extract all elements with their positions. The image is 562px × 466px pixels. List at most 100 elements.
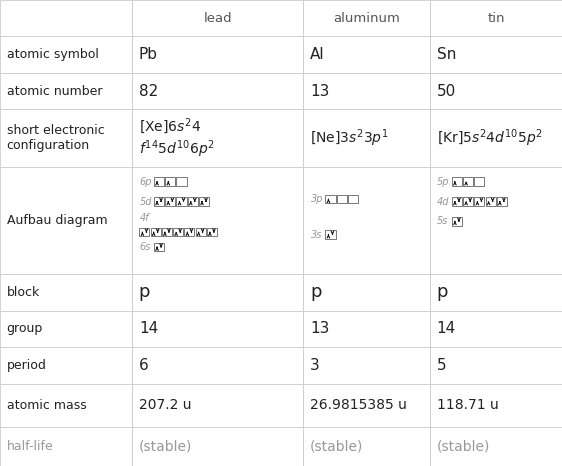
Bar (303, 36, 430, 73)
Text: 82: 82 (139, 83, 158, 98)
Text: 5s: 5s (437, 216, 448, 226)
Text: 118.71 u: 118.71 u (437, 398, 498, 412)
Text: [Xe]6$s^2$4
$f^{14}$5$d^{10}$6$p^2$: [Xe]6$s^2$4 $f^{14}$5$d^{10}$6$p^2$ (139, 116, 215, 160)
Text: short electronic
configuration: short electronic configuration (7, 124, 105, 152)
Bar (452, 217, 462, 226)
Text: lead: lead (203, 12, 232, 25)
Text: 14: 14 (139, 322, 158, 336)
Bar (430, 0, 562, 36)
Bar (303, 73, 430, 109)
Text: [Ne]3$s^2$3$p^1$: [Ne]3$s^2$3$p^1$ (310, 127, 389, 149)
Text: (stable): (stable) (139, 440, 192, 454)
Bar (199, 197, 209, 206)
Bar (303, 167, 430, 274)
Bar (132, 427, 303, 466)
Bar (430, 73, 562, 109)
Bar (430, 274, 562, 311)
Bar (132, 347, 303, 384)
Text: p: p (139, 283, 150, 302)
Bar (0, 73, 132, 109)
Bar (430, 384, 562, 427)
Bar (132, 167, 303, 274)
Bar (132, 0, 303, 36)
Text: 14: 14 (437, 322, 456, 336)
Bar (132, 274, 303, 311)
Text: group: group (7, 322, 43, 336)
Bar (452, 197, 462, 206)
Bar (0, 384, 132, 427)
Bar (176, 197, 187, 206)
Text: Al: Al (310, 47, 325, 62)
Bar (132, 36, 303, 73)
Text: 6s: 6s (139, 242, 151, 252)
Text: tin: tin (487, 12, 505, 25)
Bar (0, 274, 132, 311)
Bar (0, 311, 132, 347)
Bar (303, 384, 430, 427)
Text: 4f: 4f (139, 213, 149, 223)
Bar (0, 0, 132, 36)
Bar (430, 427, 562, 466)
Bar (452, 178, 462, 186)
Text: Pb: Pb (139, 47, 158, 62)
Bar (162, 228, 172, 236)
Bar (139, 228, 149, 236)
Text: Sn: Sn (437, 47, 456, 62)
Text: 207.2 u: 207.2 u (139, 398, 191, 412)
Bar (303, 347, 430, 384)
Text: half-life: half-life (7, 440, 53, 453)
Bar (151, 228, 161, 236)
Bar (474, 178, 484, 186)
Bar (154, 178, 164, 186)
Bar (337, 195, 347, 204)
Bar (303, 274, 430, 311)
Text: block: block (7, 286, 40, 299)
Text: atomic number: atomic number (7, 84, 102, 97)
Bar (173, 228, 183, 236)
Text: p: p (437, 283, 448, 302)
Text: Aufbau diagram: Aufbau diagram (7, 214, 107, 227)
Bar (303, 109, 430, 167)
Bar (132, 109, 303, 167)
Bar (463, 197, 473, 206)
Bar (0, 109, 132, 167)
Text: 13: 13 (310, 322, 329, 336)
Bar (0, 167, 132, 274)
Bar (430, 167, 562, 274)
Bar (463, 178, 473, 186)
Text: (stable): (stable) (437, 440, 490, 454)
Text: 4d: 4d (437, 197, 450, 206)
Text: atomic mass: atomic mass (7, 399, 87, 412)
Text: p: p (310, 283, 321, 302)
Text: aluminum: aluminum (333, 12, 400, 25)
Bar (430, 347, 562, 384)
Bar (430, 109, 562, 167)
Bar (497, 197, 507, 206)
Bar (303, 0, 430, 36)
Text: 13: 13 (310, 83, 329, 98)
Bar (348, 195, 358, 204)
Bar (132, 384, 303, 427)
Text: 5p: 5p (437, 177, 450, 187)
Bar (165, 178, 175, 186)
Bar (154, 243, 164, 251)
Text: 6p: 6p (139, 177, 152, 187)
Text: (stable): (stable) (310, 440, 364, 454)
Bar (0, 347, 132, 384)
Text: atomic symbol: atomic symbol (7, 48, 98, 61)
Bar (0, 36, 132, 73)
Bar (0, 427, 132, 466)
Bar (325, 195, 336, 204)
Text: 5d: 5d (139, 197, 152, 206)
Bar (474, 197, 484, 206)
Bar (430, 311, 562, 347)
Bar (196, 228, 206, 236)
Bar (188, 197, 198, 206)
Text: period: period (7, 359, 47, 372)
Bar (154, 197, 164, 206)
Bar (303, 311, 430, 347)
Text: 3s: 3s (311, 230, 322, 240)
Bar (132, 311, 303, 347)
Text: 50: 50 (437, 83, 456, 98)
Text: 3p: 3p (311, 194, 323, 204)
